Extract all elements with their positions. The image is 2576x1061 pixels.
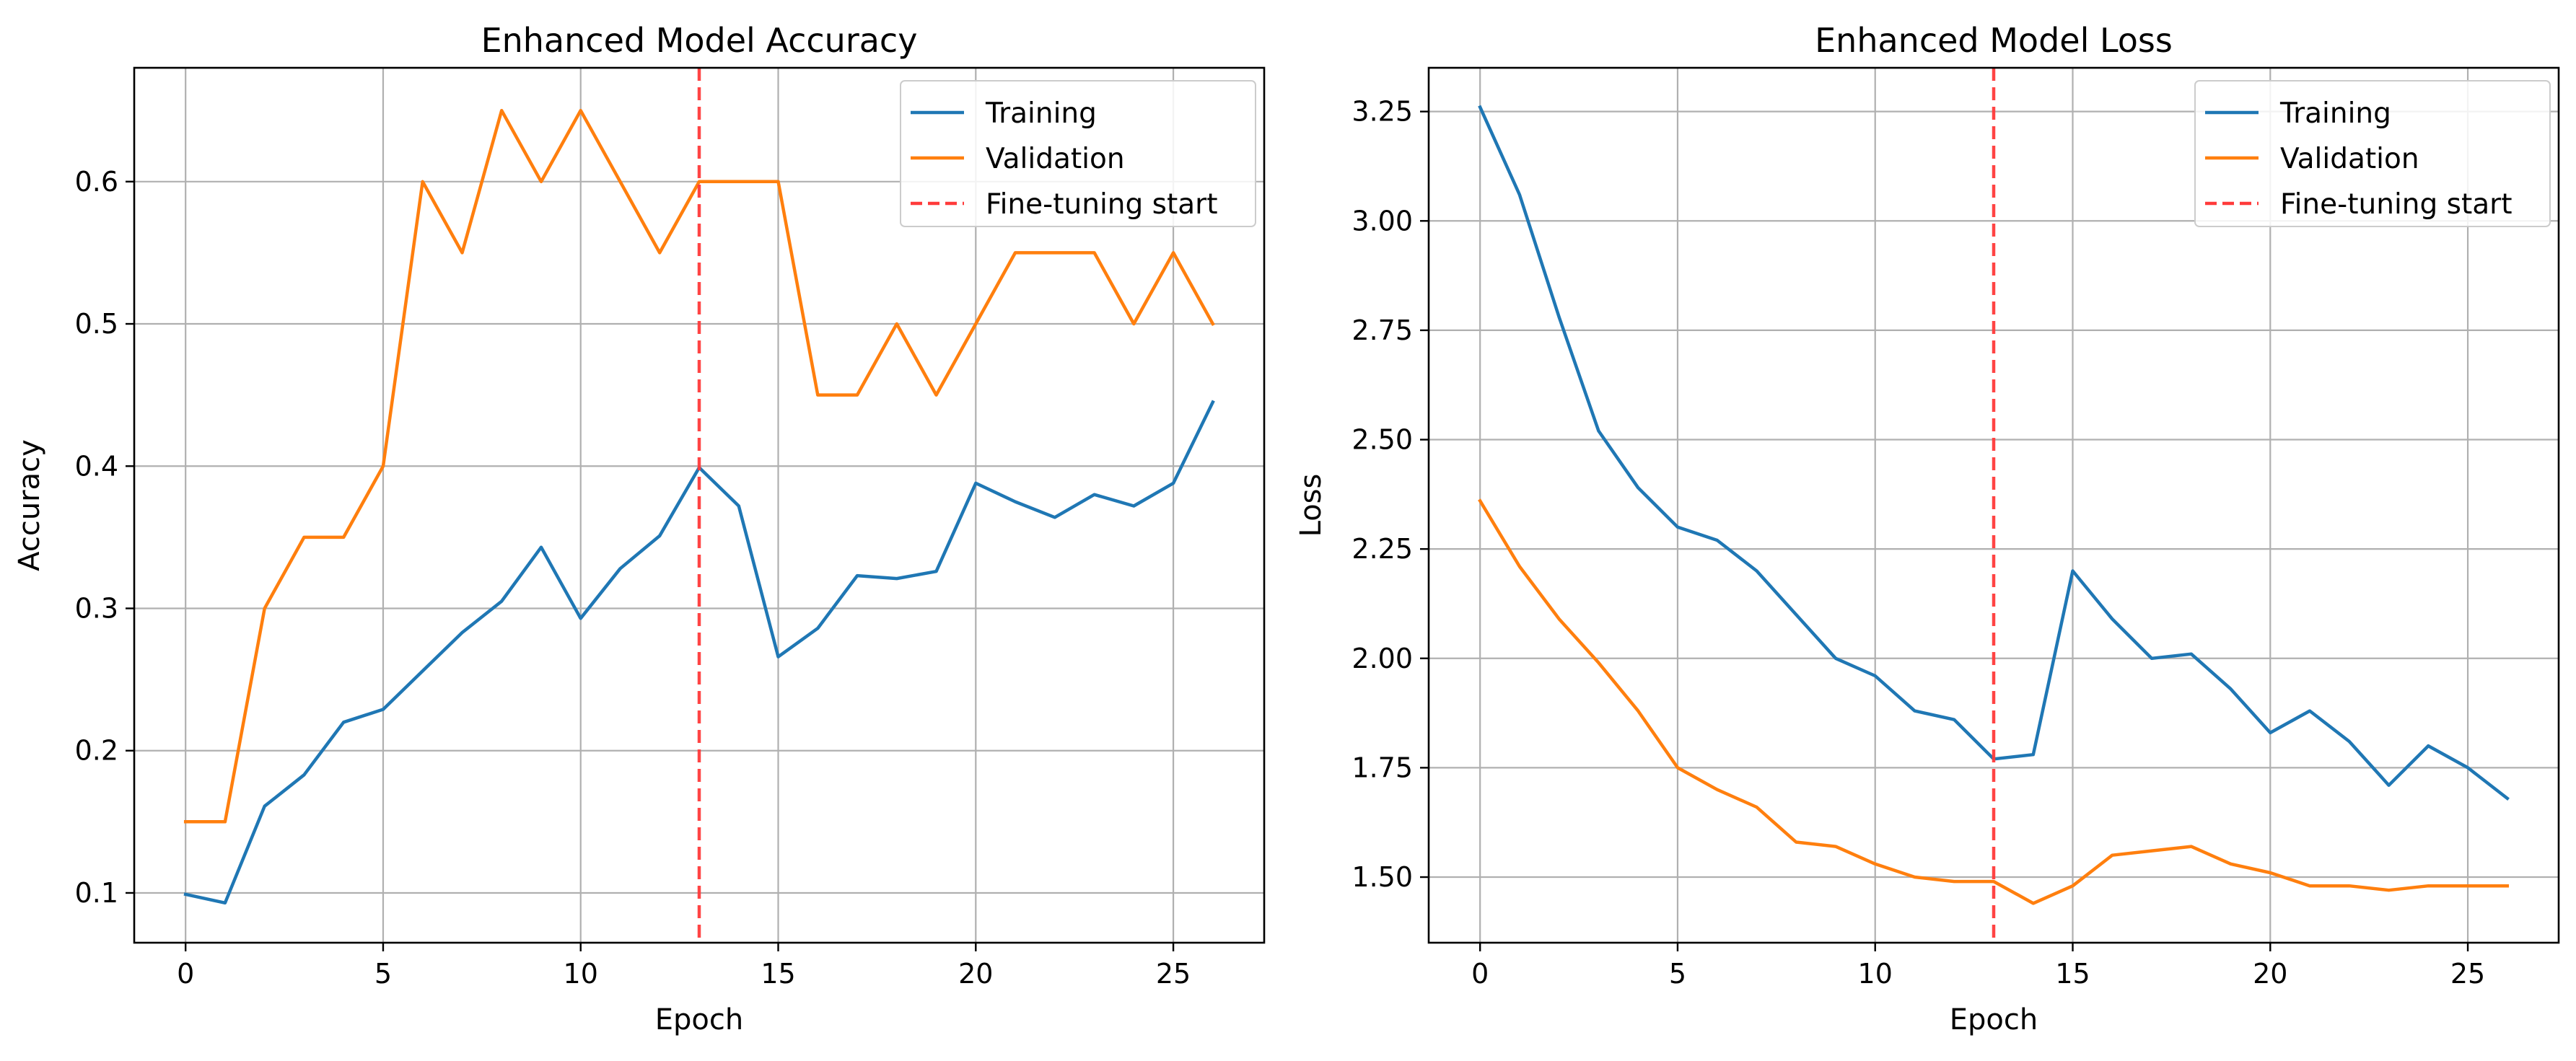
y-axis-label: Accuracy: [13, 439, 46, 571]
y-tick-label: 1.75: [1351, 752, 1413, 783]
y-tick-label: 2.25: [1351, 533, 1413, 565]
chart-title: Enhanced Model Loss: [1815, 21, 2173, 60]
x-tick-label: 10: [1858, 958, 1893, 990]
y-tick-label: 0.3: [75, 592, 118, 624]
x-tick-label: 25: [2450, 958, 2485, 990]
x-tick-label: 15: [761, 958, 795, 990]
y-tick-label: 0.5: [75, 308, 118, 340]
legend-label-validation: Validation: [986, 143, 1125, 175]
chart-title: Enhanced Model Accuracy: [481, 21, 918, 60]
y-tick-label: 0.1: [75, 877, 118, 909]
y-tick-label: 0.6: [75, 166, 118, 198]
legend-label-fine-tuning: Fine-tuning start: [986, 188, 1217, 221]
y-tick-label: 2.00: [1351, 643, 1413, 674]
x-tick-label: 0: [1471, 958, 1489, 990]
y-tick-label: 0.4: [75, 450, 118, 482]
legend-box: [2194, 80, 2551, 227]
legend-box: [900, 80, 1256, 227]
y-tick-label: 0.2: [75, 735, 118, 767]
legend-label-validation: Validation: [2280, 143, 2419, 175]
series-line-validation: [1478, 498, 2510, 905]
axis-ticks: 0 5 10 15 20 25 0.1 0.2 0.3 0.4 0.5 0.6: [75, 166, 1191, 990]
legend: Training Validation Fine-tuning start: [900, 80, 1256, 227]
x-tick-label: 5: [374, 958, 392, 990]
legend-label-fine-tuning: Fine-tuning start: [2280, 188, 2512, 221]
y-axis-label: Loss: [1294, 474, 1328, 537]
legend-label-training: Training: [2279, 97, 2391, 130]
y-tick-label: 2.75: [1351, 314, 1413, 346]
loss-chart: 0 5 10 15 20 25 1.50 1.75 2.00 2.25 2.50 2.75 3.00 3.…: [1294, 21, 2560, 1036]
x-tick-label: 0: [177, 958, 194, 990]
x-tick-label: 20: [958, 958, 993, 990]
x-tick-label: 10: [564, 958, 598, 990]
x-tick-label: 25: [1156, 958, 1191, 990]
plot-frame: [133, 66, 1266, 944]
y-tick-label: 3.00: [1351, 205, 1413, 237]
x-axis-label: Epoch: [1950, 1003, 2038, 1036]
y-tick-label: 2.50: [1351, 424, 1413, 456]
y-tick-label: 3.25: [1351, 96, 1413, 128]
legend-label-training: Training: [985, 97, 1097, 130]
x-tick-label: 5: [1669, 958, 1686, 990]
plot-frame: [1427, 66, 2560, 944]
series-line-validation: [183, 108, 1215, 824]
x-tick-label: 20: [2253, 958, 2287, 990]
y-tick-label: 1.50: [1351, 861, 1413, 893]
accuracy-chart: 0 5 10 15 20 25 0.1 0.2 0.3 0.4 0.5 0.6 Enhanced Mo…: [13, 21, 1266, 1036]
legend: Training Validation Fine-tuning start: [2194, 80, 2551, 227]
x-tick-label: 15: [2055, 958, 2090, 990]
x-axis-label: Epoch: [655, 1003, 743, 1036]
axis-ticks: 0 5 10 15 20 25 1.50 1.75 2.00 2.25 2.50 2.75 3.00 3.…: [1351, 96, 2485, 990]
